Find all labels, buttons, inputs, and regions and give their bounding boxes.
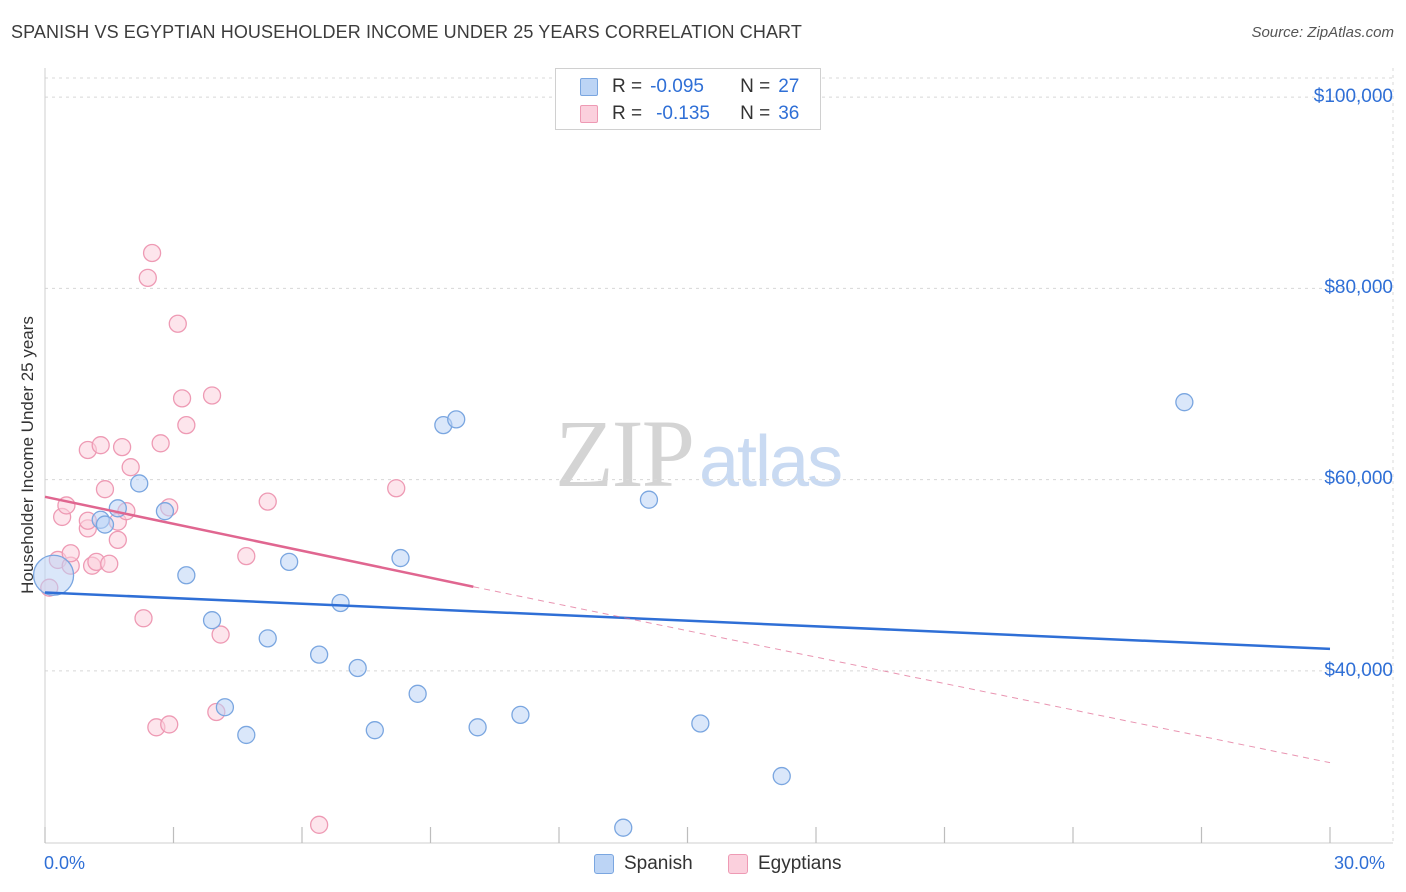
spanish-point-21	[614, 818, 633, 837]
correlation-legend: R = -0.095 N = 27 R = -0.135 N = 36	[555, 68, 821, 130]
egyptians-point-31	[211, 625, 230, 644]
legend-r-label: R =	[612, 103, 643, 124]
legend-n-label: N =	[740, 76, 771, 97]
spanish-point-20	[511, 705, 530, 725]
watermark-zip: ZIP	[555, 400, 695, 507]
egyptians-trendline	[44, 495, 474, 588]
spanish-point-6	[202, 611, 222, 630]
spanish-point-22	[639, 490, 659, 509]
egyptians-point-35	[387, 479, 406, 498]
source-label: Source: ZipAtlas.com	[1251, 24, 1394, 41]
spanish-point-10	[279, 552, 299, 572]
spanish-point-16	[408, 684, 427, 703]
egyptians-point-33	[258, 492, 277, 511]
legend-swatch-egyptians	[728, 854, 748, 874]
x-tick-label-max: 30.0%	[1334, 853, 1386, 873]
legend-label-spanish: Spanish	[624, 853, 693, 874]
x-tick-label-min: 0.0%	[44, 853, 86, 873]
spanish-point-25	[1175, 393, 1194, 412]
spanish-point-12	[331, 593, 350, 613]
egyptians-point-24	[160, 715, 179, 734]
spanish-point-23	[691, 714, 710, 733]
chart-title: SPANISH VS EGYPTIAN HOUSEHOLDER INCOME U…	[11, 22, 802, 42]
spanish-point-0	[32, 554, 75, 596]
egyptians-point-34	[309, 815, 329, 834]
egyptians-point-26	[168, 314, 187, 333]
spanish-point-26	[95, 515, 115, 534]
spanish-point-4	[155, 502, 175, 521]
spanish-point-8	[237, 725, 256, 745]
spanish-point-13	[348, 658, 367, 678]
legend-r-label: R =	[612, 76, 643, 97]
legend-n-value: 36	[778, 103, 800, 124]
egyptians-point-23	[151, 434, 170, 453]
y-axis-label: Householder Income Under 25 years	[18, 316, 37, 594]
y-tick-label-100000: $100,000	[1313, 86, 1393, 107]
egyptians-point-19	[134, 609, 153, 628]
egyptians-point-28	[177, 415, 196, 435]
egyptians-trendline-extension	[473, 586, 1331, 764]
spanish-point-24	[772, 766, 791, 786]
legend-r-value: -0.095	[650, 76, 704, 97]
spanish-point-9	[258, 629, 277, 648]
egyptians-point-27	[172, 389, 192, 408]
spanish-point-14	[365, 721, 384, 740]
legend-n-label: N =	[740, 103, 771, 124]
egyptians-point-11	[91, 436, 110, 455]
egyptians-point-29	[202, 386, 222, 405]
legend-row-egyptians: R = -0.135 N = 36	[580, 102, 799, 126]
legend-item-spanish: Spanish	[594, 851, 693, 877]
egyptians-point-12	[95, 480, 115, 499]
egyptians-point-20	[138, 268, 157, 288]
egyptians-point-32	[237, 546, 256, 566]
spanish-point-3	[130, 474, 149, 493]
egyptians-point-13	[100, 554, 119, 573]
egyptians-point-18	[121, 458, 140, 477]
egyptians-point-21	[142, 243, 162, 263]
spanish-point-18	[447, 410, 466, 429]
watermark: ZIPatlas	[555, 398, 843, 509]
y-tick-label-40000: $40,000	[1324, 660, 1393, 681]
egyptians-point-5	[61, 544, 80, 563]
legend-r-value: -0.135	[656, 103, 710, 124]
spanish-point-7	[215, 698, 235, 717]
legend-swatch-spanish	[580, 78, 598, 96]
watermark-atlas: atlas	[699, 422, 843, 502]
spanish-trendline	[44, 591, 1331, 651]
legend-row-spanish: R = -0.095 N = 27	[580, 75, 799, 99]
legend-swatch-egyptians	[580, 105, 598, 123]
y-tick-label-60000: $60,000	[1324, 468, 1393, 489]
y-tick-label-80000: $80,000	[1324, 277, 1393, 298]
spanish-point-19	[468, 718, 487, 737]
egyptians-point-16	[112, 437, 132, 457]
legend-item-egyptians: Egyptians	[728, 851, 841, 877]
legend-swatch-spanish	[594, 854, 614, 874]
spanish-point-15	[391, 548, 410, 568]
legend-n-value: 27	[778, 76, 800, 97]
spanish-point-11	[309, 645, 329, 664]
spanish-point-5	[177, 566, 196, 585]
legend-label-egyptians: Egyptians	[758, 853, 842, 874]
egyptians-point-14	[108, 530, 127, 550]
